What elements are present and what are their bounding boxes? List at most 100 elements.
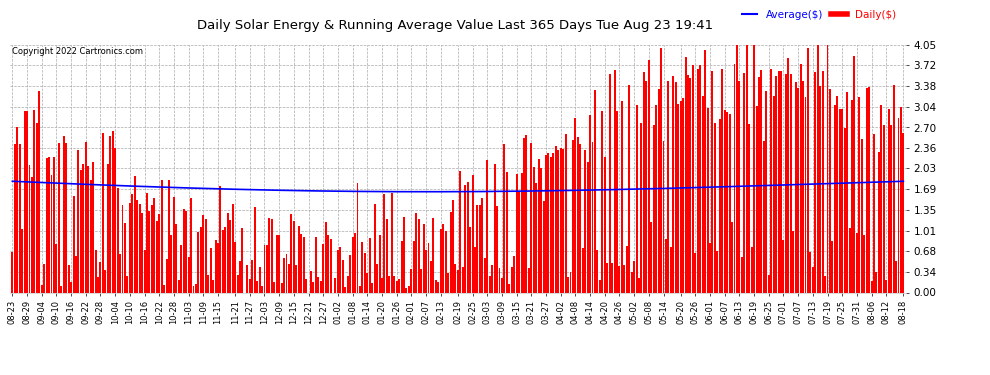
Bar (368, 238, 370, 292)
Bar (202, 215, 204, 292)
Bar (466, 182, 468, 292)
Bar (16, 127, 18, 292)
Bar (870, 281, 872, 292)
Bar (34, 111, 36, 292)
Bar (739, 81, 741, 292)
Bar (729, 114, 731, 292)
Bar (85, 142, 87, 292)
Bar (878, 152, 880, 292)
Bar (657, 89, 659, 292)
Bar (765, 91, 767, 292)
Text: Daily Solar Energy & Running Average Value Last 365 Days Tue Aug 23 19:41: Daily Solar Energy & Running Average Val… (197, 19, 714, 32)
Bar (310, 271, 312, 292)
Bar (386, 219, 388, 292)
Bar (491, 265, 493, 292)
Bar (645, 81, 647, 292)
Bar (863, 234, 865, 292)
Bar (271, 219, 273, 292)
Bar (652, 126, 654, 292)
Bar (364, 253, 366, 292)
Bar (802, 81, 804, 292)
Bar (554, 146, 556, 292)
Bar (494, 164, 496, 292)
Bar (903, 134, 905, 292)
Bar (445, 231, 446, 292)
Bar (114, 147, 116, 292)
Bar (454, 264, 456, 292)
Bar (335, 278, 337, 292)
Bar (11, 252, 13, 292)
Bar (188, 257, 189, 292)
Bar (21, 229, 23, 292)
Bar (150, 205, 152, 292)
Bar (486, 160, 488, 292)
Bar (727, 112, 728, 292)
Bar (670, 247, 672, 292)
Bar (90, 180, 92, 292)
Text: Copyright 2022 Cartronics.com: Copyright 2022 Cartronics.com (12, 48, 143, 57)
Bar (242, 228, 244, 292)
Bar (476, 206, 478, 292)
Legend: Average($), Daily($): Average($), Daily($) (738, 6, 901, 24)
Bar (300, 234, 302, 292)
Bar (82, 164, 84, 292)
Bar (624, 266, 626, 292)
Bar (134, 176, 136, 292)
Bar (692, 65, 694, 292)
Bar (354, 233, 356, 292)
Bar (60, 286, 62, 292)
Bar (629, 85, 631, 292)
Bar (614, 70, 616, 292)
Bar (499, 267, 501, 292)
Bar (631, 272, 633, 292)
Bar (428, 243, 430, 292)
Bar (62, 135, 64, 292)
Bar (760, 70, 762, 292)
Bar (433, 217, 435, 292)
Bar (699, 66, 701, 292)
Bar (430, 261, 432, 292)
Bar (19, 144, 21, 292)
Bar (77, 150, 79, 292)
Bar (533, 166, 535, 292)
Bar (647, 60, 649, 292)
Bar (104, 270, 106, 292)
Bar (584, 150, 586, 292)
Bar (722, 69, 724, 292)
Bar (423, 224, 425, 292)
Bar (890, 125, 892, 292)
Bar (481, 198, 483, 292)
Bar (349, 255, 351, 292)
Bar (868, 87, 870, 292)
Bar (230, 220, 232, 292)
Bar (621, 101, 623, 292)
Bar (41, 285, 43, 292)
Bar (345, 287, 346, 292)
Bar (511, 267, 513, 292)
Bar (545, 154, 547, 292)
Bar (320, 281, 322, 292)
Bar (72, 196, 74, 292)
Bar (70, 282, 72, 292)
Bar (880, 105, 882, 292)
Bar (263, 244, 265, 292)
Bar (734, 64, 736, 292)
Bar (574, 118, 576, 292)
Bar (232, 204, 234, 292)
Bar (464, 185, 466, 292)
Bar (518, 192, 520, 292)
Bar (36, 123, 38, 292)
Bar (305, 279, 307, 292)
Bar (758, 77, 760, 292)
Bar (31, 177, 33, 292)
Bar (523, 138, 525, 292)
Bar (775, 76, 777, 292)
Bar (180, 245, 182, 292)
Bar (337, 250, 339, 292)
Bar (215, 240, 217, 292)
Bar (564, 134, 566, 292)
Bar (418, 219, 420, 292)
Bar (885, 280, 887, 292)
Bar (248, 279, 250, 292)
Bar (298, 226, 300, 292)
